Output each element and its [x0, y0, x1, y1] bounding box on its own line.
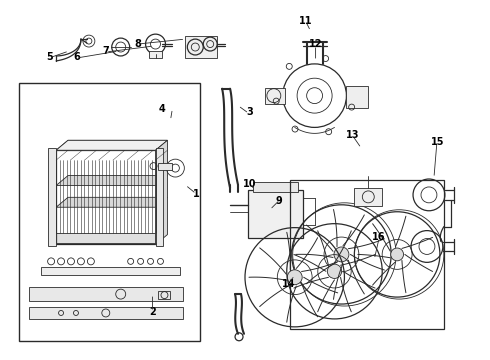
Bar: [265, 88, 285, 104]
Text: 7: 7: [103, 46, 110, 57]
Text: 2: 2: [149, 307, 156, 317]
Circle shape: [391, 248, 404, 261]
Polygon shape: [56, 176, 168, 185]
Polygon shape: [56, 233, 155, 243]
Bar: [248, 190, 303, 238]
Bar: [346, 86, 368, 108]
Polygon shape: [56, 140, 168, 150]
Bar: [155, 148, 164, 247]
Bar: [29, 287, 183, 301]
Circle shape: [327, 264, 342, 278]
Bar: [354, 188, 382, 206]
Text: 13: 13: [345, 130, 359, 140]
Polygon shape: [56, 140, 168, 150]
Text: 8: 8: [134, 39, 141, 49]
Polygon shape: [56, 197, 168, 207]
Bar: [158, 291, 171, 299]
Text: 10: 10: [243, 179, 257, 189]
Text: 11: 11: [299, 16, 313, 26]
Text: 9: 9: [276, 197, 282, 206]
Bar: [290, 180, 444, 329]
Text: 14: 14: [282, 279, 295, 289]
Text: 1: 1: [193, 189, 199, 199]
Text: 16: 16: [372, 232, 386, 242]
Bar: [158, 163, 172, 170]
Text: 6: 6: [74, 52, 80, 62]
Bar: [148, 51, 163, 58]
Circle shape: [287, 270, 302, 285]
Bar: [19, 83, 200, 341]
Bar: [41, 267, 180, 275]
Text: 12: 12: [309, 39, 322, 49]
Bar: [185, 36, 217, 58]
Polygon shape: [155, 140, 168, 244]
Bar: [29, 307, 183, 319]
Text: 5: 5: [47, 52, 53, 62]
Text: 4: 4: [159, 104, 166, 113]
Bar: [48, 148, 56, 247]
Bar: [56, 150, 155, 244]
Text: 3: 3: [246, 107, 253, 117]
Bar: [253, 182, 298, 192]
Circle shape: [334, 247, 349, 262]
Text: 15: 15: [431, 138, 444, 148]
